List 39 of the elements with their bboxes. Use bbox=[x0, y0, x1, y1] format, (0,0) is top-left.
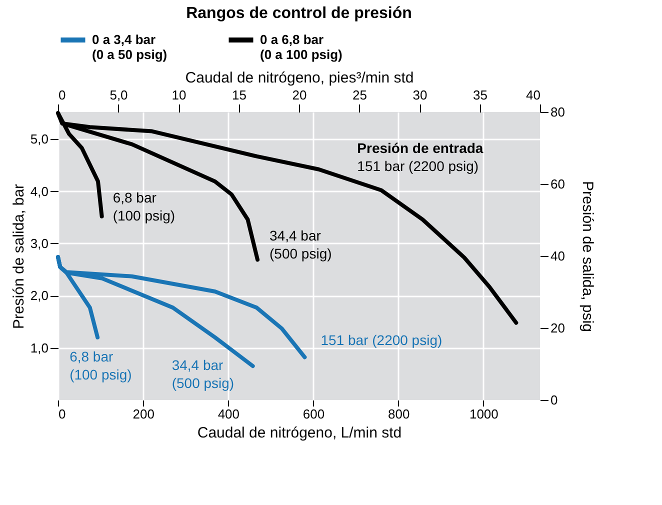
x2-tick-label: 0 bbox=[58, 88, 66, 102]
y-tick-label: 2,0 bbox=[30, 288, 48, 304]
annotation: 151 bar (2200 psig) bbox=[320, 332, 442, 348]
chart-title: Rangos de control de presión bbox=[186, 5, 412, 22]
x2-tick-label: 35 bbox=[473, 88, 488, 102]
x-tick-label: 600 bbox=[302, 406, 325, 422]
x-tick-label: 400 bbox=[218, 406, 240, 422]
y-axis-title: Presión de salida, bar bbox=[10, 184, 28, 330]
x2-tick-label: 25 bbox=[352, 88, 367, 102]
y2-tick-label: 0 bbox=[550, 392, 558, 408]
x-tick-label: 1000 bbox=[469, 406, 498, 422]
x2-tick-label: 15 bbox=[232, 88, 246, 102]
annotation: 151 bar (2200 psig) bbox=[357, 158, 479, 174]
y2-tick-label: 20 bbox=[550, 320, 565, 336]
y2-tick-label: 60 bbox=[550, 176, 565, 192]
x2-tick-label: 40 bbox=[526, 88, 540, 102]
x-tick-label: 0 bbox=[58, 406, 66, 422]
legend-label: 0 a 3,4 bar (0 a 50 psig) bbox=[92, 32, 168, 62]
x2-tick-label: 30 bbox=[412, 88, 428, 102]
x2-tick-label: 20 bbox=[292, 88, 307, 102]
annotation: 34,4 bar (500 psig) bbox=[270, 228, 332, 262]
y-tick-label: 5,0 bbox=[30, 132, 48, 147]
y-tick-label: 3,0 bbox=[30, 236, 48, 251]
x2-axis-title: Caudal de nitrógeno, pies³/min std bbox=[185, 70, 414, 86]
legend-label: 0 a 6,8 bar (0 a 100 psig) bbox=[260, 32, 342, 62]
y2-tick-label: 80 bbox=[550, 104, 565, 120]
annotation: Presión de entrada bbox=[357, 140, 484, 156]
y-tick-label: 1,0 bbox=[30, 340, 48, 356]
y2-tick-label: 40 bbox=[550, 248, 565, 264]
annotation: 34,4 bar (500 psig) bbox=[172, 357, 234, 392]
y2-axis-title: Presión de salida, psig bbox=[578, 181, 596, 332]
y-tick-label: 4,0 bbox=[30, 184, 48, 199]
x2-tick-label: 5,0 bbox=[110, 88, 128, 102]
annotation: 6,8 bar (100 psig) bbox=[70, 348, 132, 382]
x-axis-title: Caudal de nitrógeno, L/min std bbox=[197, 424, 402, 442]
x2-tick-label: 10 bbox=[172, 88, 186, 102]
x-tick-label: 200 bbox=[132, 406, 154, 422]
x-tick-label: 800 bbox=[388, 406, 410, 422]
annotation: 6,8 bar (100 psig) bbox=[112, 189, 176, 224]
